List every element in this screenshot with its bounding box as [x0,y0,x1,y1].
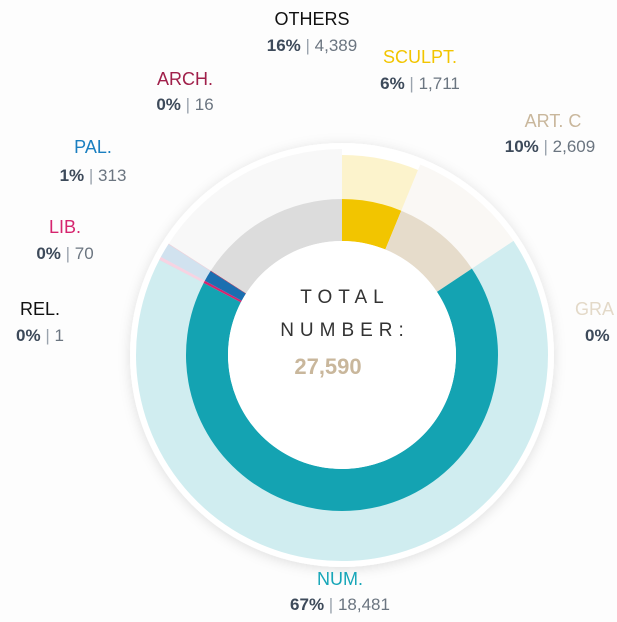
percent-label: 0% [585,326,610,345]
slice-name: LIB. [49,217,81,237]
percent-label: 10% [505,137,539,156]
slice-name: GRA [575,299,614,319]
slice-value: 6% | 1,711 [380,74,460,93]
separator: | [539,137,553,156]
slice-value: 0% | 70 [36,244,93,263]
slice [185,268,498,511]
slice [204,271,246,301]
slice-name: REL. [20,299,60,319]
slice-outer [160,244,213,282]
slice-outer [168,149,342,272]
center-title: NUMBER: [280,320,410,341]
center-title: TOTAL [300,287,389,308]
count-label: 4,389 [315,36,358,55]
separator: | [181,95,195,114]
separator: | [84,166,98,185]
slice-name: PAL. [74,137,112,157]
slice [210,199,342,294]
slice [210,270,247,294]
count-label: 16 [195,95,214,114]
slice-value: 0% | 1 [16,326,64,345]
total-value: 27,590 [294,354,361,379]
slice-value: 10% | 2,609 [505,137,595,156]
percent-label: 0% [156,95,181,114]
slice-name: ARCH. [157,69,213,89]
percent-label: 16% [267,36,301,55]
slice-outer [342,155,418,213]
count-label: 313 [98,166,126,185]
slice [385,210,472,292]
slice [203,280,242,303]
slice-name: OTHERS [274,9,349,29]
percent-label: 6% [380,74,405,93]
count-label: 1,711 [419,74,460,93]
percent-label: 1% [60,166,85,185]
slice-name: ART. C [525,111,582,131]
separator: | [61,244,75,263]
separator: | [41,326,55,345]
slice-value: 0% [585,326,610,345]
count-label: 2,609 [553,137,596,156]
percent-label: 0% [36,244,61,263]
slice-name: SCULPT. [383,47,457,67]
slice-name: NUM. [317,569,363,589]
slices [136,149,548,561]
slice [203,282,241,303]
percent-label: 67% [290,595,324,614]
slice-value: 1% | 313 [60,166,127,185]
percent-label: 0% [16,326,41,345]
separator: | [405,74,419,93]
count-label: 18,481 [338,595,390,614]
slice-outer [136,240,548,561]
slice-outer [159,256,207,284]
slice-outer [168,243,213,273]
donut-hole [228,241,456,469]
slice-value: 0% | 16 [156,95,213,114]
separator: | [324,595,338,614]
count-label: 1 [54,326,63,345]
slice-outer [159,259,206,284]
slice-outer [400,164,514,270]
count-label: 70 [75,244,94,263]
slice-value: 67% | 18,481 [290,595,390,614]
separator: | [301,36,315,55]
slice-value: 16% | 4,389 [267,36,357,55]
slice [342,199,402,250]
